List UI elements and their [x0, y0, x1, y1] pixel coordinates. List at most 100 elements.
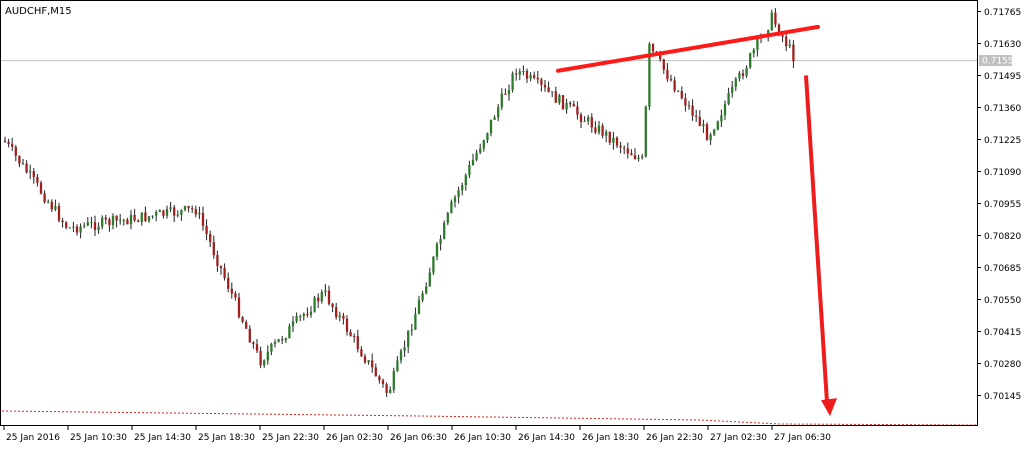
candle-body	[612, 137, 615, 143]
candle-body	[187, 206, 190, 209]
candle-body	[536, 77, 539, 80]
candle-body	[104, 217, 107, 220]
candle-body	[97, 226, 100, 231]
y-tick-label: 0.71225	[984, 136, 1021, 146]
candle-body	[666, 69, 669, 80]
candle-body	[554, 91, 557, 103]
chart-title: AUDCHF,M15	[5, 6, 72, 17]
candle-body	[605, 131, 608, 136]
candle-body	[543, 84, 547, 88]
candle-body	[558, 95, 561, 103]
candle-body	[734, 78, 737, 87]
candle-body	[259, 350, 262, 366]
candle-body	[435, 243, 439, 257]
y-tick-label: 0.70955	[984, 200, 1021, 210]
candle-body	[3, 140, 7, 142]
candle-body	[468, 165, 471, 176]
candle-body	[457, 190, 460, 198]
candle-body	[619, 145, 622, 148]
candle-body	[547, 87, 550, 92]
candle-body	[39, 182, 43, 194]
candle-body	[173, 207, 176, 216]
candle-body	[72, 226, 75, 228]
candle-body	[338, 315, 341, 318]
candle-body	[677, 90, 680, 92]
candle-body	[194, 209, 197, 215]
candle-body	[767, 30, 770, 36]
candle-body	[335, 307, 338, 318]
candle-body	[421, 293, 424, 301]
candle-body	[482, 140, 485, 149]
x-tick-label: 27 Jan 06:30	[774, 433, 831, 443]
candle-body	[579, 114, 583, 122]
candle-body	[129, 214, 133, 225]
candle-body	[230, 288, 233, 294]
candle-body	[785, 36, 788, 47]
y-tick-label: 0.71090	[984, 168, 1021, 178]
candle-body	[79, 226, 82, 233]
candle-body	[489, 119, 493, 134]
candle-body	[684, 98, 687, 106]
candle-body	[155, 212, 158, 216]
candle-body	[450, 201, 453, 213]
candle-body	[651, 43, 655, 52]
candle-body	[709, 134, 712, 141]
candle-body	[770, 12, 773, 31]
candle-body	[637, 157, 640, 159]
x-tick-label: 26 Jan 22:30	[646, 433, 703, 443]
down-arrow	[804, 75, 837, 417]
x-axis: 25 Jan 2016 25 Jan 10:30 25 Jan 14:30 25 Ja…	[3, 426, 831, 443]
x-tick-label: 25 Jan 10:30	[70, 433, 127, 443]
candle-body	[191, 208, 194, 210]
candle-body	[475, 152, 478, 160]
candle-body	[749, 53, 752, 68]
candle-body	[615, 137, 619, 146]
candle-body	[133, 214, 136, 221]
candle-body	[176, 214, 179, 216]
candle-body	[702, 124, 705, 127]
candle-body	[594, 127, 597, 133]
candle-body	[255, 344, 259, 351]
candle-body	[669, 79, 673, 81]
current-price-label: 0.71558	[982, 57, 1019, 67]
candle-body	[587, 117, 590, 122]
candle-body	[633, 155, 637, 159]
candle-body	[608, 131, 611, 143]
candle-body	[623, 147, 626, 149]
x-tick-label: 25 Jan 22:30	[262, 433, 319, 443]
candle-body	[327, 290, 331, 304]
candle-body	[367, 360, 370, 363]
candle-body	[263, 360, 266, 366]
candle-body	[745, 67, 748, 76]
candle-body	[522, 70, 525, 72]
candles	[3, 8, 795, 398]
candle-body	[101, 217, 104, 227]
candle-body	[140, 212, 143, 222]
candle-body	[158, 210, 161, 213]
candle-body	[425, 286, 428, 294]
candle-body	[115, 215, 118, 221]
candle-body	[320, 292, 323, 302]
candle-body	[162, 210, 165, 216]
y-tick-label: 0.70415	[984, 328, 1021, 338]
candle-body	[680, 91, 683, 99]
candle-body	[147, 216, 151, 221]
candle-body	[90, 222, 93, 224]
candle-body	[774, 12, 777, 25]
candle-body	[270, 343, 273, 352]
candle-body	[723, 104, 727, 116]
candle-body	[54, 206, 57, 210]
x-tick-label: 27 Jan 02:30	[710, 433, 767, 443]
y-tick-label: 0.70145	[984, 392, 1021, 402]
candle-body	[227, 277, 230, 289]
y-tick-label: 0.71360	[984, 104, 1021, 114]
candle-body	[792, 44, 795, 62]
candle-body	[11, 143, 14, 147]
candle-body	[212, 242, 215, 256]
candle-body	[209, 234, 212, 243]
candle-body	[198, 212, 201, 215]
candle-body	[453, 197, 457, 202]
candle-body	[507, 89, 511, 95]
